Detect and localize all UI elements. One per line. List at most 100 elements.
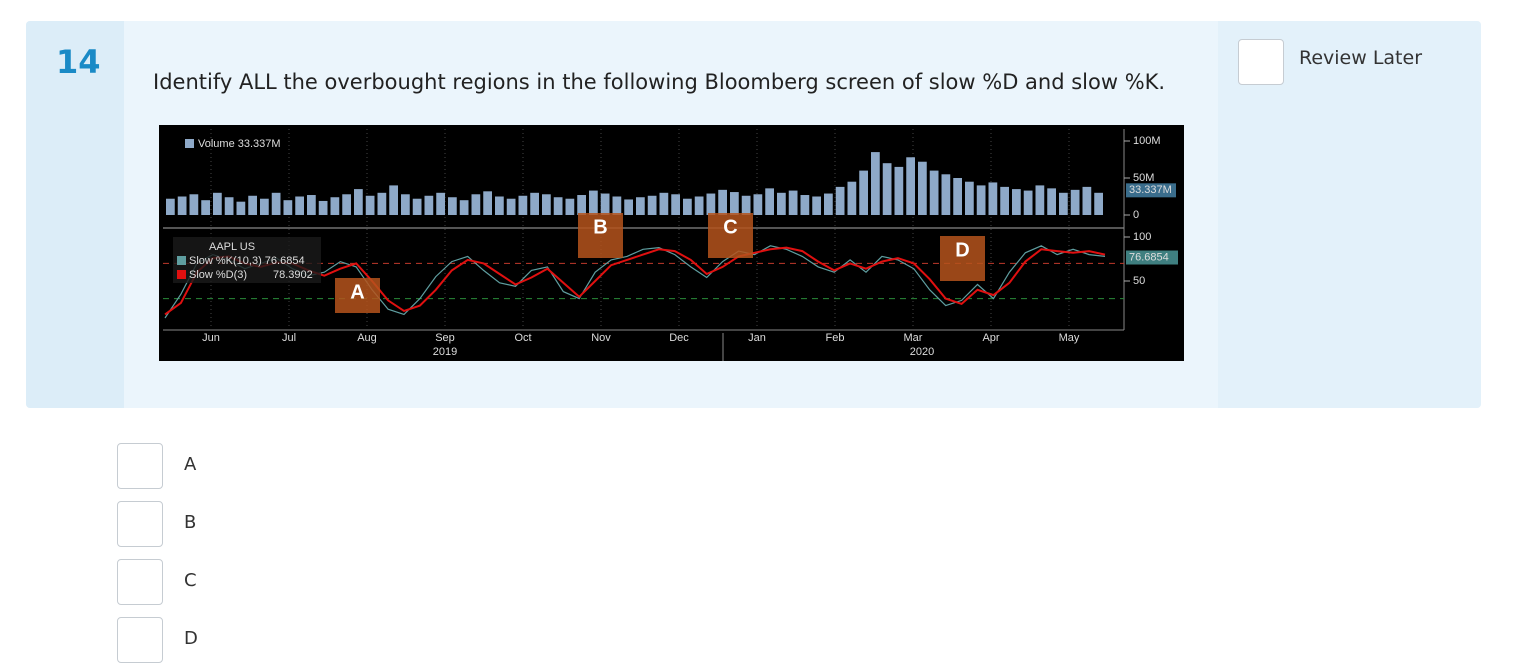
volume-bar	[307, 195, 316, 215]
volume-bar	[213, 192, 222, 215]
volume-bar	[495, 196, 504, 215]
volume-bar	[800, 195, 810, 215]
volume-bar	[1047, 188, 1056, 215]
side-panel	[1218, 21, 1481, 408]
month-label: Sep	[435, 332, 455, 344]
month-label: Nov	[591, 332, 611, 344]
volume-bar	[706, 193, 716, 215]
volume-bar	[965, 181, 974, 215]
volume-bar	[624, 199, 633, 215]
volume-bar	[436, 192, 445, 215]
volume-bar	[859, 170, 868, 215]
option-checkbox[interactable]	[117, 501, 163, 547]
volume-bar	[953, 178, 962, 215]
volume-bar	[459, 200, 469, 215]
region-box	[578, 213, 623, 258]
volume-bar	[283, 200, 293, 215]
month-label: Feb	[826, 332, 845, 344]
value-tag-label: 33.337M	[1129, 184, 1172, 196]
year-label: 2020	[910, 346, 934, 358]
year-label: 2019	[433, 346, 457, 358]
legend-swatch	[177, 256, 186, 265]
volume-bar	[906, 157, 915, 215]
volume-bar	[401, 194, 410, 215]
volume-bar	[177, 196, 187, 215]
volume-bar	[730, 192, 739, 215]
volume-bar	[1000, 186, 1009, 215]
volume-bar	[636, 197, 645, 215]
volume-bar	[248, 195, 257, 215]
y-tick-label: 50M	[1133, 172, 1154, 184]
volume-bar	[1070, 189, 1080, 215]
volume-bar	[424, 195, 434, 215]
volume-bar	[330, 197, 340, 215]
month-label: Aug	[357, 332, 377, 344]
volume-bar	[166, 198, 175, 215]
volume-bar	[224, 197, 234, 215]
volume-bar	[271, 192, 281, 215]
review-label[interactable]: Review Later	[1299, 47, 1423, 69]
region-label: C	[723, 216, 737, 238]
volume-bar	[295, 196, 304, 215]
volume-bar	[694, 196, 704, 215]
review-checkbox[interactable]	[1238, 39, 1284, 85]
volume-bar	[189, 194, 199, 215]
volume-bar	[671, 194, 680, 215]
month-label: Oct	[514, 332, 531, 344]
volume-bar	[542, 194, 551, 215]
value-tag	[1126, 250, 1178, 265]
volume-bar	[260, 198, 269, 215]
volume-bar	[612, 196, 622, 215]
volume-bar	[824, 193, 833, 215]
volume-bar	[988, 182, 998, 215]
option-label[interactable]: C	[184, 570, 197, 591]
value-tag-label: 76.6854	[1129, 251, 1169, 263]
volume-bar	[518, 195, 528, 215]
month-label: Jul	[282, 332, 296, 344]
month-label: Mar	[904, 332, 923, 344]
volume-bar	[365, 195, 375, 215]
volume-bar	[976, 185, 986, 215]
volume-bar	[847, 181, 857, 215]
number-strip: 14	[26, 21, 124, 408]
volume-bar	[659, 192, 669, 215]
volume-bar	[788, 190, 798, 215]
value-tag	[1126, 183, 1176, 198]
volume-bar	[530, 192, 539, 215]
volume-bar	[871, 152, 880, 215]
volume-bar	[377, 192, 387, 215]
volume-bar	[342, 194, 351, 215]
region-box	[708, 213, 753, 258]
volume-bar	[448, 197, 457, 215]
volume-bar	[647, 195, 657, 215]
month-label: Jan	[748, 332, 766, 344]
volume-bar	[577, 195, 586, 215]
option-checkbox[interactable]	[117, 443, 163, 489]
option-label[interactable]: B	[184, 512, 197, 533]
region-label: A	[350, 281, 364, 303]
question-text: Identify ALL the overbought regions in t…	[153, 70, 1166, 94]
legend-swatch	[177, 270, 186, 279]
volume-bar	[882, 163, 892, 215]
option-label[interactable]: D	[184, 628, 198, 649]
option-checkbox[interactable]	[117, 559, 163, 605]
volume-bar	[753, 194, 763, 215]
volume-bar	[929, 170, 939, 215]
volume-bar	[318, 200, 328, 215]
volume-bar	[1012, 189, 1021, 215]
legend-bg	[173, 237, 321, 283]
y-tick-label: 100M	[1133, 135, 1161, 147]
volume-bar	[412, 198, 422, 215]
slow-d-line	[164, 246, 1106, 316]
volume-bar	[1035, 185, 1045, 215]
volume-bar	[835, 186, 845, 215]
volume-bar	[506, 198, 516, 215]
option-label[interactable]: A	[184, 454, 197, 475]
region-box	[335, 278, 380, 313]
option-checkbox[interactable]	[117, 617, 163, 663]
volume-bar	[565, 198, 575, 215]
volume-bar	[812, 196, 821, 215]
volume-bar	[553, 197, 563, 215]
volume-bar	[201, 200, 210, 215]
volume-bar	[918, 161, 927, 215]
